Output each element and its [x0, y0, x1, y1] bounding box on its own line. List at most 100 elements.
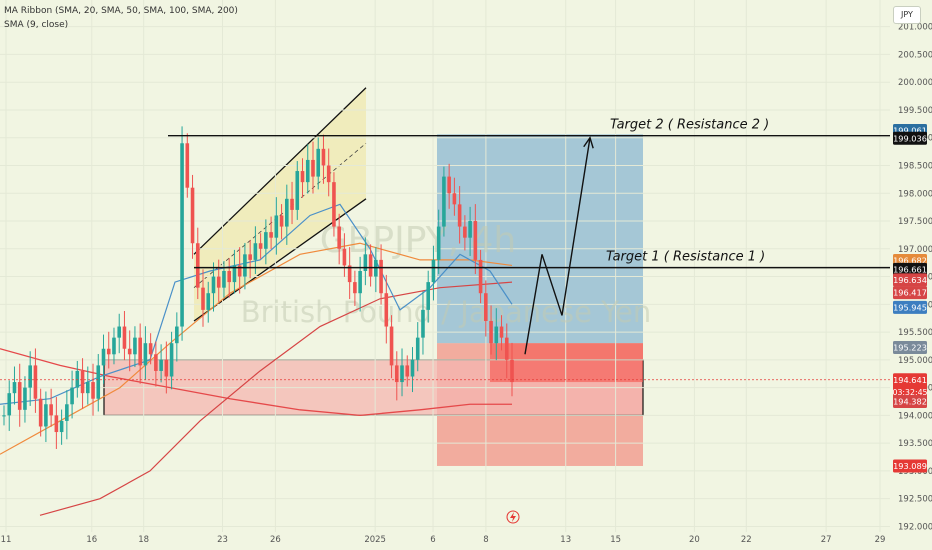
candle	[49, 404, 53, 416]
candle	[368, 254, 373, 277]
target-1-label: Target 1 ( Resistance 1 )	[606, 250, 765, 265]
candle	[253, 243, 258, 260]
candle	[227, 271, 231, 283]
candle	[269, 232, 273, 238]
y-tick-label: 192.500	[898, 495, 932, 505]
price-label-value: 195.945	[893, 302, 927, 312]
candle	[447, 176, 451, 194]
candle	[206, 293, 211, 310]
target-zone	[437, 134, 643, 344]
candle	[321, 148, 326, 166]
price-label-value: 196.661	[893, 264, 927, 274]
candle	[499, 326, 504, 338]
y-tick-label: 200.500	[898, 50, 932, 60]
candle	[59, 420, 64, 433]
candle	[379, 259, 383, 294]
candle	[65, 404, 69, 421]
drawings-layer: Target 2 ( Resistance 2 ) Target 1 ( Resi…	[0, 118, 890, 524]
candle	[468, 221, 472, 238]
candle	[363, 254, 368, 271]
moving-averages-layer	[0, 203, 513, 516]
x-tick-label: 15	[610, 535, 621, 545]
candle	[127, 348, 132, 355]
candle	[358, 271, 362, 294]
candle	[478, 259, 483, 294]
candle	[169, 343, 174, 377]
candle	[243, 254, 247, 277]
candle	[279, 215, 284, 227]
risk-box	[490, 343, 643, 383]
candle	[17, 382, 22, 410]
x-tick-label: 6	[430, 535, 435, 545]
y-tick-label: 199.500	[898, 106, 932, 116]
candle	[415, 337, 420, 360]
candles-layer	[2, 126, 514, 449]
candle	[28, 365, 32, 388]
price-label-box	[893, 340, 927, 354]
candle	[117, 326, 122, 338]
candle	[442, 176, 446, 227]
currency-badge[interactable]: JPY	[893, 6, 921, 24]
x-tick-label: 11	[1, 535, 12, 545]
candle	[305, 159, 310, 183]
candle	[436, 226, 441, 260]
candle	[133, 337, 137, 355]
candle	[326, 165, 331, 183]
price-label-box	[893, 262, 927, 276]
candle	[400, 365, 404, 383]
x-tick-label: 8	[483, 535, 488, 545]
price-label-value: 199.036	[893, 133, 927, 143]
candle	[85, 382, 90, 394]
sma-50-line	[0, 242, 513, 455]
candle	[504, 337, 509, 360]
y-tick-label: 198.000	[898, 189, 932, 199]
price-label-box	[893, 373, 927, 400]
candle	[384, 293, 389, 327]
candle	[332, 182, 336, 227]
y-tick-label: 201.000	[898, 23, 932, 33]
candle	[222, 271, 226, 288]
candle	[112, 337, 116, 355]
candle	[342, 248, 347, 266]
candle	[101, 348, 106, 366]
candle	[33, 365, 38, 399]
candle	[457, 204, 462, 227]
x-tick-label: 26	[270, 535, 281, 545]
candle	[452, 193, 457, 205]
candle	[216, 276, 221, 288]
price-label-box	[893, 459, 927, 473]
price-label-value: 199.061	[893, 126, 927, 136]
price-label-value: 194.641	[893, 375, 927, 385]
x-tick-label: 23	[217, 535, 228, 545]
candle	[353, 282, 357, 294]
y-tick-label: 195.500	[898, 328, 932, 338]
candle	[211, 276, 216, 294]
candle	[421, 309, 425, 338]
lightning-icon	[506, 510, 520, 524]
candle	[337, 226, 341, 249]
candle	[347, 265, 352, 283]
sma-20-line	[0, 203, 513, 405]
candle	[394, 365, 399, 383]
sma-legend[interactable]: SMA (9, close)	[4, 20, 69, 30]
candle	[195, 243, 200, 288]
x-tick-label: 18	[138, 535, 149, 545]
candle	[426, 282, 431, 310]
watermark-symbol: GBPJPY, 4h	[320, 220, 516, 261]
price-label-box	[893, 395, 927, 408]
price-label-box	[893, 131, 927, 145]
candle	[190, 187, 195, 244]
price-label-box	[893, 286, 927, 300]
projection-path	[524, 137, 591, 355]
candle	[274, 215, 279, 238]
x-tick-label: 29	[875, 535, 886, 545]
price-label-value: 196.417	[893, 288, 927, 298]
candle	[106, 348, 111, 355]
x-tick-label: 22	[741, 535, 752, 545]
y-tick-label: 194.000	[898, 411, 932, 421]
candle	[258, 243, 263, 249]
candle	[410, 359, 415, 377]
ma-ribbon-legend[interactable]: MA Ribbon (SMA, 20, SMA, 50, SMA, 100, S…	[4, 6, 238, 16]
